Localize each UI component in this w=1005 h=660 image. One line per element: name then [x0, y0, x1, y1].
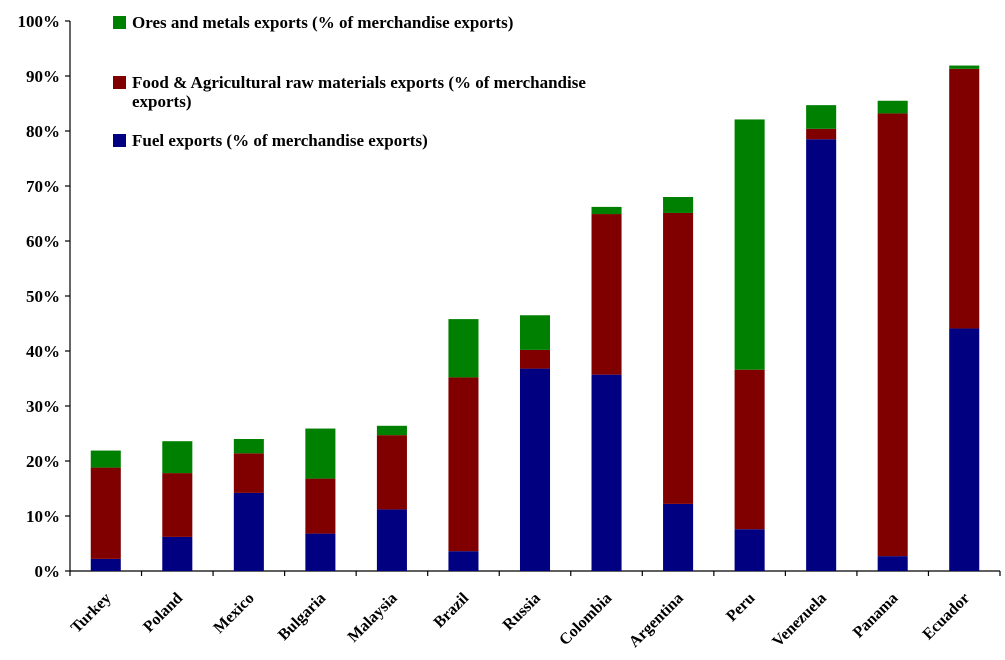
x-category-label: Argentina	[626, 590, 687, 651]
bar-segment-malaysia-series-2	[376, 425, 407, 436]
x-category-label: Russia	[500, 590, 544, 634]
x-category-label: Mexico	[210, 590, 257, 637]
bar-segment-colombia-series-0	[591, 374, 622, 571]
y-tick-label: 100%	[18, 12, 61, 31]
bar-segment-argentina-series-2	[663, 197, 694, 213]
x-category-label: Peru	[723, 590, 758, 625]
bar-segment-colombia-series-2	[591, 206, 622, 215]
axes	[65, 20, 1001, 576]
bar-segment-russia-series-0	[519, 368, 551, 571]
bar-segment-venezuela-series-0	[806, 139, 837, 571]
bar-segment-mexico-series-0	[233, 492, 264, 571]
bar-segment-turkey-series-1	[90, 467, 121, 559]
legend: Ores and metals exports (% of merchandis…	[113, 13, 586, 150]
bar-segment-venezuela-series-2	[806, 105, 837, 129]
bar-segment-poland-series-0	[162, 536, 193, 571]
bar-segment-bulgaria-series-2	[305, 428, 336, 479]
x-category-label: Venezuela	[769, 590, 830, 651]
y-tick-label: 0%	[35, 562, 61, 581]
bar-segment-brazil-series-2	[448, 319, 479, 378]
x-category-label: Ecuador	[920, 590, 974, 644]
x-category-label: Panama	[850, 590, 902, 642]
x-category-label: Turkey	[68, 590, 115, 637]
legend-swatch	[113, 134, 126, 147]
x-category-labels: Turkey Poland Mexico Bulgaria Malaysia Brazil…	[68, 589, 973, 650]
bar-segment-colombia-series-1	[591, 214, 622, 375]
bar-segment-russia-series-2	[519, 315, 551, 350]
bar-segment-peru-series-1	[734, 369, 765, 530]
bar-segment-ecuador-series-0	[949, 328, 980, 571]
bar-segment-panama-series-0	[877, 556, 908, 571]
bar-segment-malaysia-series-1	[376, 435, 407, 510]
bar-segment-argentina-series-1	[663, 212, 694, 504]
y-tick-label: 50%	[26, 287, 60, 306]
bar-segment-bulgaria-series-0	[305, 533, 336, 571]
bar-segment-turkey-series-0	[90, 558, 121, 571]
bar-segment-malaysia-series-0	[376, 509, 407, 571]
legend-swatch	[113, 16, 126, 29]
bar-segment-venezuela-series-1	[806, 128, 837, 140]
x-category-label: Brazil	[431, 589, 473, 631]
y-tick-label: 30%	[26, 397, 60, 416]
y-tick-label: 70%	[26, 177, 60, 196]
legend-label: Ores and metals exports (% of merchandis…	[132, 13, 513, 32]
bar-segment-brazil-series-0	[448, 551, 479, 571]
legend-label: Fuel exports (% of merchandise exports)	[132, 131, 428, 150]
bar-segment-mexico-series-2	[233, 439, 264, 454]
x-category-label: Colombia	[556, 590, 615, 649]
y-tick-label: 90%	[26, 67, 60, 86]
x-category-label: Malaysia	[345, 590, 401, 646]
bar-segment-argentina-series-0	[663, 503, 694, 571]
y-tick-labels: 0% 10% 20% 30% 40% 50% 60% 70% 80% 90% 100%	[18, 12, 61, 581]
bar-segment-peru-series-0	[734, 529, 765, 571]
bar-segment-ecuador-series-2	[949, 65, 980, 69]
bar-segment-poland-series-2	[162, 441, 193, 474]
legend-swatch	[113, 76, 126, 89]
y-tick-label: 20%	[26, 452, 60, 471]
bar-segment-ecuador-series-1	[949, 68, 980, 329]
y-tick-label: 10%	[26, 507, 60, 526]
y-tick-label: 60%	[26, 232, 60, 251]
x-category-label: Poland	[140, 590, 186, 636]
bar-segment-russia-series-1	[519, 349, 551, 369]
bars	[90, 65, 980, 571]
bar-segment-panama-series-1	[877, 113, 908, 557]
bar-segment-bulgaria-series-1	[305, 478, 336, 534]
bar-segment-panama-series-2	[877, 100, 908, 114]
bar-segment-turkey-series-2	[90, 450, 121, 468]
bar-segment-poland-series-1	[162, 473, 193, 537]
legend-label: Food & Agricultural raw materials export…	[132, 73, 586, 92]
bar-segment-mexico-series-1	[233, 453, 264, 493]
y-tick-label: 80%	[26, 122, 60, 141]
bar-segment-brazil-series-1	[448, 377, 479, 552]
bar-segment-peru-series-2	[734, 119, 765, 370]
x-category-label: Bulgaria	[275, 590, 329, 644]
legend-label: exports)	[132, 92, 191, 111]
y-tick-label: 40%	[26, 342, 60, 361]
